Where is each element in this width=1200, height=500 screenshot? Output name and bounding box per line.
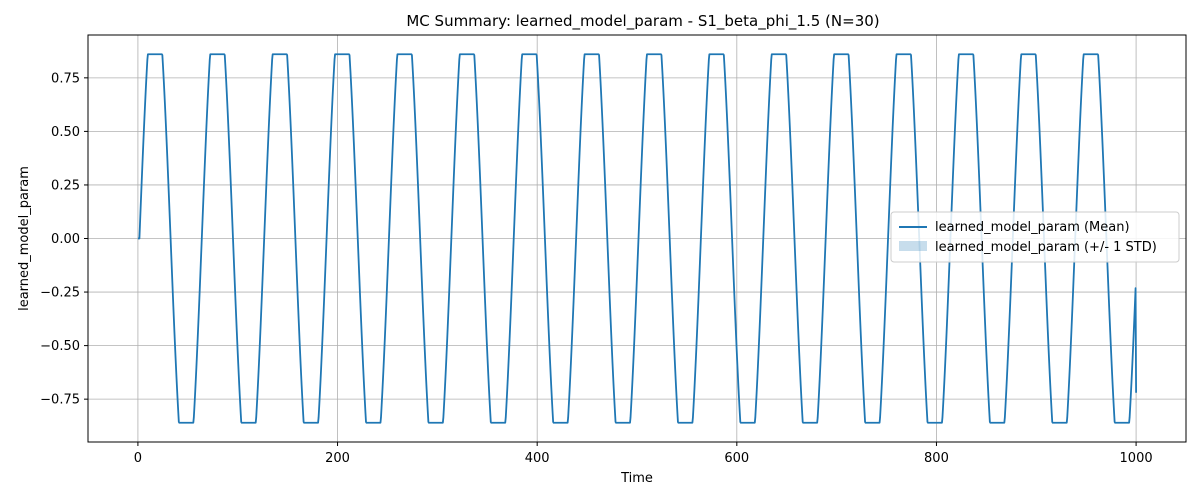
y-tick-label: 0.25	[51, 178, 80, 193]
x-tick-label: 200	[325, 451, 350, 466]
legend-label-std: learned_model_param (+/- 1 STD)	[935, 240, 1157, 255]
x-tick-label: 800	[924, 451, 949, 466]
series-mean-line	[137, 53, 1137, 424]
y-tick-label: −0.75	[40, 393, 80, 408]
y-axis-ticks: −0.75 −0.50 −0.25 0.00 0.25 0.50 0.75	[40, 71, 88, 408]
legend-label-mean: learned_model_param (Mean)	[935, 220, 1130, 235]
y-tick-label: −0.25	[40, 286, 80, 301]
x-tick-label: 600	[724, 451, 749, 466]
legend: learned_model_param (Mean) learned_model…	[890, 211, 1180, 263]
x-axis-ticks: 0 200 400 600 800 1000	[134, 442, 1153, 466]
series-layer	[137, 53, 1137, 424]
y-tick-label: 0.50	[51, 125, 80, 140]
y-axis-title: learned_model_param	[17, 166, 32, 311]
legend-box	[890, 211, 1180, 263]
chart-title: MC Summary: learned_model_param - S1_bet…	[406, 12, 879, 31]
y-tick-label: 0.75	[51, 71, 80, 86]
x-tick-label: 1000	[1120, 451, 1153, 466]
x-tick-label: 0	[134, 451, 142, 466]
x-tick-label: 400	[525, 451, 550, 466]
y-tick-label: −0.50	[40, 339, 80, 354]
legend-swatch-std	[899, 241, 927, 251]
x-axis-title: Time	[620, 471, 653, 486]
y-tick-label: 0.00	[51, 232, 80, 247]
